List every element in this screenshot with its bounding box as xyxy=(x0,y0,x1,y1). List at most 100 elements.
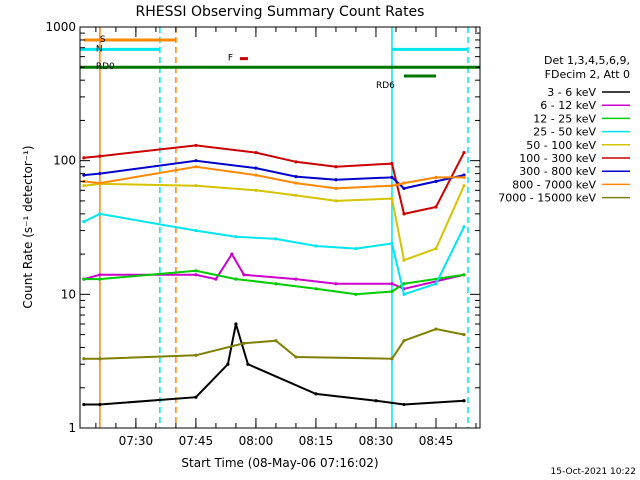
legend-header-line1: Det 1,3,4,5,6,9, xyxy=(544,54,630,67)
data-point-5-4 xyxy=(294,160,298,164)
legend-label-5: 100 - 300 keV xyxy=(519,152,596,165)
data-point-8-0 xyxy=(82,357,86,361)
x-tick-label-4: 08:30 xyxy=(359,434,394,448)
data-point-0-6 xyxy=(314,392,318,396)
legend-label-4: 50 - 100 keV xyxy=(526,139,596,152)
data-point-4-9 xyxy=(462,184,466,188)
data-point-3-1 xyxy=(98,212,102,216)
series-5 xyxy=(82,143,466,216)
data-point-3-7 xyxy=(390,241,394,246)
data-point-1-7 xyxy=(334,282,338,286)
x-tick-label-2: 08:00 xyxy=(239,434,274,448)
data-point-4-5 xyxy=(334,199,338,203)
flag-label-4: RD6 xyxy=(376,81,395,91)
flag-label-0: S xyxy=(100,35,106,45)
series-line-6 xyxy=(83,159,465,190)
data-point-2-9 xyxy=(462,273,466,277)
data-point-5-7 xyxy=(402,212,406,216)
data-point-6-7 xyxy=(402,186,406,191)
data-point-2-4 xyxy=(274,282,278,286)
series-line-0 xyxy=(83,323,465,406)
data-point-0-4 xyxy=(234,322,238,326)
y-axis-label: Count Rate (s⁻¹ detector⁻¹) xyxy=(21,145,35,308)
data-point-1-4 xyxy=(230,252,234,256)
plot-frame xyxy=(79,26,481,429)
data-point-2-2 xyxy=(194,269,198,273)
data-point-5-8 xyxy=(434,205,438,209)
data-point-0-1 xyxy=(98,402,102,407)
data-point-8-7 xyxy=(402,339,406,343)
data-point-5-9 xyxy=(462,150,466,155)
data-point-6-4 xyxy=(294,174,298,179)
series-2 xyxy=(82,269,466,296)
data-point-6-3 xyxy=(254,166,258,170)
data-point-0-7 xyxy=(374,399,378,403)
data-point-8-4 xyxy=(274,339,278,343)
series-line-8 xyxy=(83,327,465,360)
flag-label-1: N xyxy=(96,44,103,54)
data-point-1-2 xyxy=(194,273,198,277)
series-line-5 xyxy=(83,144,465,216)
series-line-7 xyxy=(83,165,464,190)
data-point-4-8 xyxy=(434,246,438,251)
series-3 xyxy=(82,212,466,296)
data-point-5-1 xyxy=(98,154,102,158)
data-point-6-5 xyxy=(334,178,338,182)
data-point-5-5 xyxy=(334,165,338,169)
legend-label-2: 12 - 25 keV xyxy=(533,112,596,125)
series-0 xyxy=(82,322,466,407)
data-point-4-7 xyxy=(402,258,406,262)
data-point-5-0 xyxy=(82,156,86,160)
data-point-6-9 xyxy=(462,173,466,177)
data-point-2-7 xyxy=(390,289,394,294)
flag-label-3: RD0 xyxy=(96,62,115,72)
y-tick-label-0: 1 xyxy=(68,421,76,435)
data-point-8-9 xyxy=(462,332,466,337)
data-point-6-8 xyxy=(434,179,438,183)
legend-label-6: 300 - 800 keV xyxy=(519,165,596,178)
data-point-7-3 xyxy=(254,173,258,177)
data-point-0-5 xyxy=(246,362,250,366)
y-tick-label-2: 100 xyxy=(53,154,76,168)
data-point-4-6 xyxy=(390,197,394,201)
x-tick-label-3: 08:15 xyxy=(299,434,334,448)
series-line-2 xyxy=(83,269,465,296)
data-point-0-0 xyxy=(82,402,86,407)
data-point-4-3 xyxy=(254,188,258,192)
data-point-8-3 xyxy=(242,341,246,345)
legend-label-8: 7000 - 15000 keV xyxy=(498,192,596,205)
data-point-6-6 xyxy=(390,175,394,179)
data-point-1-1 xyxy=(98,273,102,277)
data-point-7-5 xyxy=(334,186,338,191)
plot-layer: SN F RD0 RD6 xyxy=(79,27,480,428)
data-point-0-8 xyxy=(402,402,406,407)
y-tick-label-1: 10 xyxy=(61,287,76,301)
data-point-7-7 xyxy=(402,181,406,185)
series-6 xyxy=(82,159,466,191)
y-tick-label-3: 1000 xyxy=(45,20,76,34)
timestamp: 15-Oct-2021 10:22 xyxy=(551,467,636,477)
x-axis-label: Start Time (08-May-06 07:16:02) xyxy=(181,456,378,470)
axis-layer: 1 10 100 1000 07:30 07:45 08:00 08:15 08:30 08:45 xyxy=(45,20,481,448)
data-point-3-2 xyxy=(194,228,198,233)
data-point-8-2 xyxy=(194,353,198,357)
data-point-4-4 xyxy=(294,193,298,197)
data-point-0-9 xyxy=(462,399,466,403)
flag-label-2: F xyxy=(228,54,233,64)
data-point-7-4 xyxy=(294,181,298,185)
data-point-6-0 xyxy=(82,173,86,177)
data-point-2-3 xyxy=(234,277,238,281)
data-point-2-0 xyxy=(82,277,86,281)
data-point-0-3 xyxy=(226,362,230,366)
data-point-5-3 xyxy=(254,150,258,155)
data-point-1-6 xyxy=(294,277,298,281)
data-point-3-10 xyxy=(462,225,466,229)
data-point-1-5 xyxy=(242,273,246,277)
series-4 xyxy=(82,182,466,262)
legend-label-1: 6 - 12 keV xyxy=(540,99,596,112)
data-point-3-6 xyxy=(354,246,358,251)
data-point-6-1 xyxy=(98,172,102,176)
